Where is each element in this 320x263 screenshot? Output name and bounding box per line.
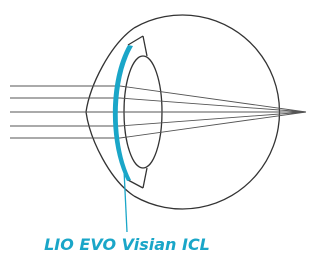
light-rays bbox=[10, 86, 306, 138]
icl-label: LIO EVO Visian ICL bbox=[44, 235, 210, 254]
eye-diagram: LIO EVO Visian ICL bbox=[0, 0, 309, 263]
icl-lens bbox=[113, 45, 133, 181]
